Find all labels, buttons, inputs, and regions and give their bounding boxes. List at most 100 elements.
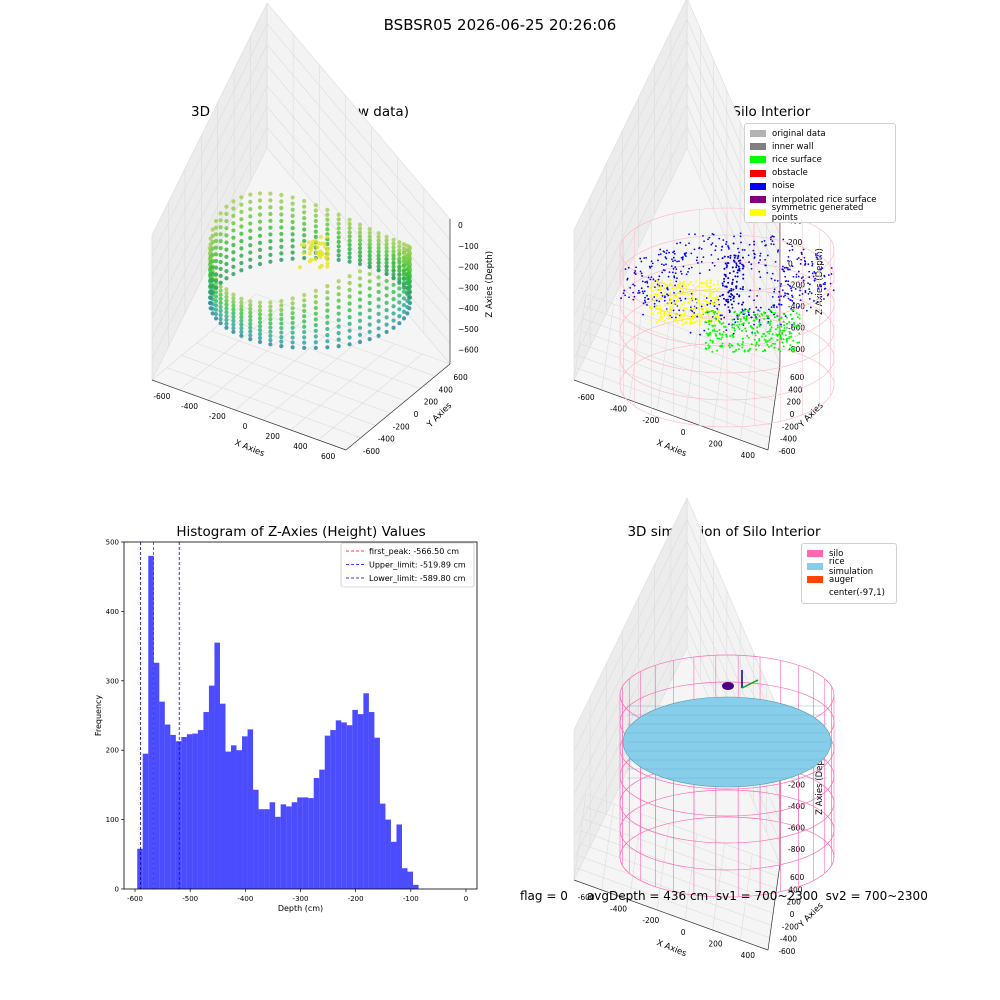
data-point xyxy=(407,300,412,305)
data-point xyxy=(325,339,330,344)
data-point xyxy=(302,244,307,249)
data-point xyxy=(210,284,215,289)
data-point xyxy=(218,312,223,318)
data-point xyxy=(290,226,295,231)
y-tick-label: 0 xyxy=(115,886,119,894)
grid-lines xyxy=(573,497,781,951)
noise-point xyxy=(741,308,744,311)
noise-point xyxy=(649,306,651,309)
data-point xyxy=(248,207,253,212)
grid-line xyxy=(686,626,781,843)
grid-line xyxy=(577,355,772,426)
noise-point xyxy=(788,249,791,252)
data-point xyxy=(257,219,263,224)
y-tick-label: 600 xyxy=(453,373,468,382)
data-point xyxy=(347,314,352,320)
y-tick-label: -200 xyxy=(782,922,799,931)
y-tick-label: 0 xyxy=(414,410,419,419)
data-point xyxy=(401,250,407,255)
rice-surface-point xyxy=(763,311,766,314)
noise-point xyxy=(675,280,678,283)
rice-surface-point xyxy=(785,316,788,319)
data-point xyxy=(367,245,372,251)
rice-surface-point xyxy=(733,350,736,353)
symmetric-point xyxy=(664,304,667,307)
data-point xyxy=(302,221,307,226)
noise-point xyxy=(725,243,727,246)
data-point xyxy=(231,311,236,316)
symmetric-point xyxy=(660,310,663,313)
noise-point xyxy=(814,272,817,275)
data-point xyxy=(391,256,396,262)
noise-point xyxy=(696,315,699,318)
histogram-bar xyxy=(308,798,314,889)
data-point xyxy=(310,243,315,248)
noise-point xyxy=(787,255,790,258)
rice-surface-point xyxy=(758,323,761,326)
rice-surface-point xyxy=(740,329,743,332)
symmetric-point xyxy=(700,282,703,285)
data-point xyxy=(218,225,223,230)
grid-line xyxy=(151,293,257,381)
x-tick-label: 200 xyxy=(266,432,281,441)
data-point xyxy=(391,260,396,265)
data-point xyxy=(401,283,407,288)
data-point xyxy=(325,326,330,332)
noise-point xyxy=(676,304,679,307)
data-point xyxy=(218,280,223,285)
rice-surface-point xyxy=(721,336,724,339)
symmetric-point xyxy=(675,303,678,306)
data-point xyxy=(239,307,244,312)
rice-surface-point xyxy=(792,350,795,353)
data-point xyxy=(384,278,389,284)
data-point xyxy=(213,298,219,304)
grid-lines xyxy=(151,2,451,451)
symmetric-point xyxy=(687,301,690,304)
noise-point xyxy=(827,274,830,276)
data-point xyxy=(218,273,223,278)
data-point xyxy=(391,272,396,277)
rice-surface-point xyxy=(788,330,791,333)
data-point xyxy=(384,264,389,269)
rice-surface-point xyxy=(792,339,795,342)
noise-point xyxy=(743,249,746,251)
data-point xyxy=(325,217,330,222)
z-axis-label: Z Axies (Depth) xyxy=(485,251,495,318)
noise-point xyxy=(822,283,825,285)
data-point xyxy=(257,212,263,217)
data-point xyxy=(357,254,363,259)
noise-point xyxy=(648,265,651,268)
noise-point xyxy=(661,271,664,274)
noise-point xyxy=(665,308,668,311)
data-point xyxy=(279,334,284,340)
data-point xyxy=(231,314,236,320)
noise-point xyxy=(653,286,656,289)
symmetric-point xyxy=(706,320,709,323)
rice-surface-point xyxy=(783,329,786,332)
noise-point xyxy=(632,283,634,286)
symmetric-point xyxy=(707,321,710,324)
noise-point xyxy=(737,265,740,268)
symmetric-point xyxy=(691,316,694,319)
noise-point xyxy=(727,255,730,258)
symmetric-point xyxy=(706,319,709,322)
histogram-bar xyxy=(164,724,171,889)
data-point xyxy=(336,324,341,329)
symmetric-point xyxy=(711,301,714,304)
rice-surface-point xyxy=(782,345,785,348)
x-axis-label: X Axies xyxy=(655,938,688,959)
data-point xyxy=(367,286,372,291)
legend-swatch xyxy=(807,550,823,558)
x-axis-label: X Axies xyxy=(655,438,688,459)
rice-surface-point xyxy=(741,337,744,340)
noise-point xyxy=(725,241,728,243)
data-point xyxy=(268,232,273,237)
noise-point xyxy=(732,242,735,245)
data-point xyxy=(248,214,253,219)
data-point xyxy=(231,242,236,248)
symmetric-point xyxy=(681,290,684,293)
rice-surface-point xyxy=(707,328,710,331)
noise-point xyxy=(721,282,724,285)
rice-surface-point xyxy=(743,350,746,353)
noise-point xyxy=(813,271,816,273)
